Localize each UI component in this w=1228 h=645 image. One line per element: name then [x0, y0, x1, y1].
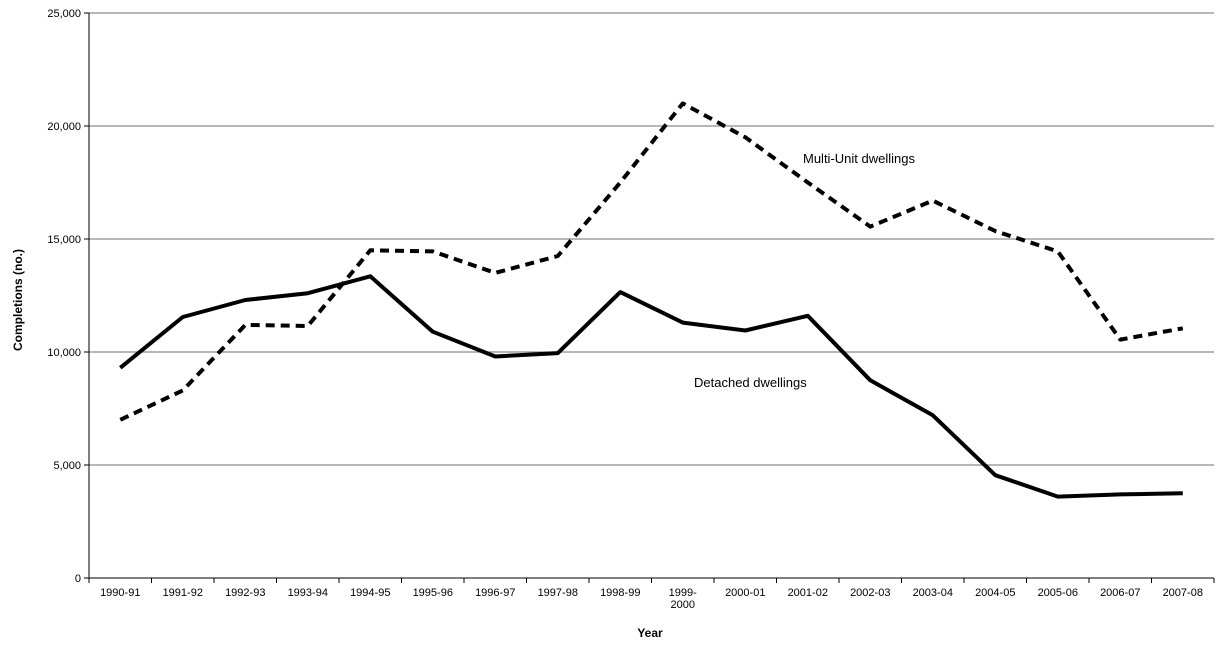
series-line-detached — [119, 274, 1183, 499]
y-tick-label: 5,000 — [53, 460, 81, 472]
gridlines — [89, 12, 1214, 466]
tick-labels: 0 5,000 10,000 15,000 20,000 25,000 1990-91 199… — [47, 8, 1203, 611]
x-tick-label: 1994-95 — [350, 587, 390, 599]
y-axis-title: Completions (no.) — [11, 249, 25, 351]
x-tick-label: 1999-2000 — [669, 587, 697, 611]
x-tick-label: 2000-01 — [725, 587, 765, 599]
y-tick-label: 15,000 — [47, 234, 81, 246]
x-axis-title: Year — [637, 626, 663, 640]
series-line-multi-unit — [119, 101, 1184, 422]
y-tick-label: 10,000 — [47, 347, 81, 359]
x-tick-label: 1991-92 — [163, 587, 203, 599]
x-tick-label: 2002-03 — [850, 587, 890, 599]
x-tick-label: 2006-07 — [1100, 587, 1140, 599]
axes — [84, 12, 1215, 583]
annotation-detached: Detached dwellings — [694, 375, 807, 390]
annotation-multi-unit: Multi-Unit dwellings — [803, 151, 915, 166]
x-tick-label: 2001-02 — [788, 587, 828, 599]
x-tick-label: 2005-06 — [1038, 587, 1078, 599]
y-tick-label: 25,000 — [47, 8, 81, 20]
x-tick-label: 1997-98 — [538, 587, 578, 599]
series-lines — [119, 101, 1184, 499]
x-tick-label: 1992-93 — [225, 587, 265, 599]
x-tick-label: 1998-99 — [600, 587, 640, 599]
x-tick-label: 2004-05 — [975, 587, 1015, 599]
x-tick-label: 1990-91 — [100, 587, 140, 599]
x-tick-label: 1993-94 — [288, 587, 328, 599]
x-tick-label: 2007-08 — [1163, 587, 1203, 599]
x-tick-label: 1995-96 — [413, 587, 453, 599]
y-tick-label: 20,000 — [47, 121, 81, 133]
x-tick-label: 1996-97 — [475, 587, 515, 599]
x-tick-label: 2003-04 — [913, 587, 953, 599]
y-tick-label: 0 — [75, 573, 81, 585]
